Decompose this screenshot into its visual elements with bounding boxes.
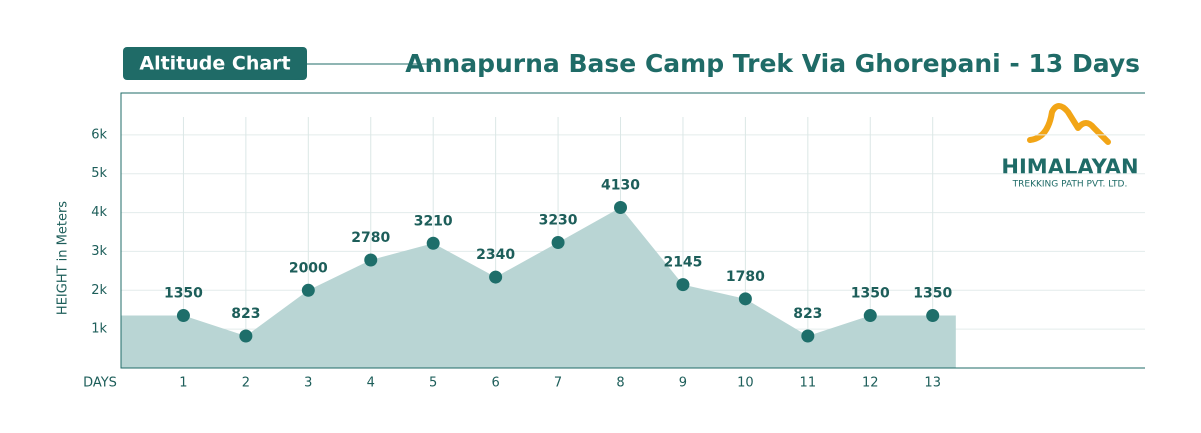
y-tick-label: 2k (91, 283, 107, 298)
y-tick-label: 3k (91, 244, 107, 259)
y-tick-label: 1k (91, 322, 107, 337)
x-tick-label: 9 (679, 376, 687, 391)
value-label: 3210 (414, 213, 453, 229)
value-label: 823 (231, 306, 260, 322)
point (364, 253, 378, 267)
x-tick-label: 11 (800, 376, 817, 391)
point (676, 278, 690, 292)
x-tick-label: 10 (737, 376, 754, 391)
logo-mark (1027, 103, 1111, 145)
point (614, 201, 628, 215)
x-tick-label: 6 (491, 376, 499, 391)
x-tick-label: 12 (862, 376, 879, 391)
x-tick-label: 7 (554, 376, 562, 391)
value-label: 3230 (539, 212, 578, 228)
x-tick-label: 1 (179, 376, 187, 391)
badge: Altitude Chart (139, 53, 290, 75)
badge-box (123, 47, 307, 80)
value-label: 1350 (851, 286, 890, 302)
point (926, 309, 940, 323)
point (738, 292, 752, 306)
x-tick-label: 2 (242, 376, 250, 391)
y-axis-label: HEIGHT in Meters (56, 201, 71, 315)
point (426, 236, 440, 250)
x-tick-label: 5 (429, 376, 437, 391)
value-label: 823 (793, 306, 822, 322)
y-tick-label: 6k (91, 127, 107, 142)
value-label: 4130 (601, 178, 640, 194)
x-tick-label: 4 (367, 376, 375, 391)
y-tick-label: 5k (91, 166, 107, 181)
value-label: 1780 (726, 269, 765, 285)
chart-title: Annapurna Base Camp Trek Via Ghorepani -… (405, 49, 1140, 78)
x-tick-label: 13 (924, 376, 941, 391)
point (176, 309, 190, 323)
x-axis-label: DAYS (83, 376, 117, 391)
point (301, 283, 315, 297)
point (239, 329, 253, 343)
value-label: 2340 (476, 247, 515, 263)
value-label: 2780 (351, 230, 390, 246)
point (551, 235, 565, 249)
value-label: 1350 (164, 286, 203, 302)
value-label: 1350 (913, 286, 952, 302)
x-tick-label: 8 (616, 376, 624, 391)
badge-cap (290, 47, 307, 80)
point (801, 329, 815, 343)
x-tick-label: 3 (304, 376, 312, 391)
value-label: 2145 (663, 255, 702, 271)
point (863, 309, 877, 323)
area (121, 207, 956, 368)
logo-name: HIMALAYAN (1001, 155, 1138, 179)
axis-frame (120, 92, 1145, 369)
value-label: 2000 (289, 260, 328, 276)
point (489, 270, 503, 284)
y-tick-label: 4k (91, 205, 107, 220)
logo-tagline: TREKKING PATH PVT. LTD. (1012, 180, 1128, 190)
